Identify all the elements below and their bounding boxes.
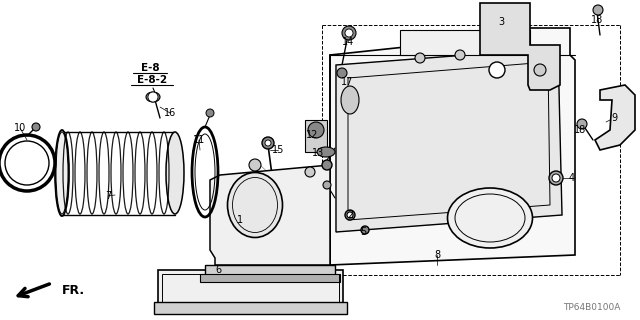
Text: 16: 16	[164, 108, 176, 118]
Circle shape	[345, 210, 355, 220]
Text: 18: 18	[591, 15, 603, 25]
Bar	[205, 265, 335, 275]
Polygon shape	[210, 165, 330, 265]
Circle shape	[489, 62, 505, 78]
Text: 8: 8	[434, 250, 440, 260]
Bar	[158, 270, 343, 312]
Circle shape	[337, 68, 347, 78]
Circle shape	[549, 171, 563, 185]
Text: 6: 6	[215, 265, 221, 275]
Circle shape	[361, 226, 369, 234]
Circle shape	[455, 50, 465, 60]
Text: 17: 17	[341, 77, 353, 87]
Circle shape	[305, 167, 315, 177]
Bar	[400, 30, 530, 55]
Text: 1: 1	[237, 215, 243, 225]
Circle shape	[415, 53, 425, 63]
Circle shape	[308, 122, 324, 138]
Ellipse shape	[447, 188, 532, 248]
Text: 13: 13	[312, 148, 324, 158]
Circle shape	[552, 174, 560, 182]
Text: 18: 18	[574, 125, 586, 135]
Text: E-8-2: E-8-2	[137, 75, 167, 85]
Circle shape	[577, 119, 587, 129]
Circle shape	[206, 109, 214, 117]
Circle shape	[345, 29, 353, 37]
Bar	[162, 274, 339, 304]
Text: 15: 15	[272, 145, 284, 155]
Polygon shape	[595, 85, 635, 150]
Circle shape	[262, 137, 274, 149]
Text: 5: 5	[360, 227, 366, 237]
Text: 12: 12	[306, 130, 318, 140]
Ellipse shape	[146, 92, 160, 102]
Text: 11: 11	[193, 135, 205, 145]
Circle shape	[249, 159, 261, 171]
Ellipse shape	[227, 172, 282, 237]
Circle shape	[265, 140, 271, 146]
Ellipse shape	[55, 130, 69, 216]
Polygon shape	[330, 28, 575, 265]
Text: E-8: E-8	[141, 63, 159, 73]
Bar	[305, 120, 327, 152]
Text: TP64B0100A: TP64B0100A	[563, 303, 620, 312]
Text: 4: 4	[569, 173, 575, 183]
Circle shape	[148, 92, 158, 102]
Bar	[154, 302, 347, 314]
Circle shape	[593, 5, 603, 15]
Polygon shape	[336, 48, 562, 232]
Bar	[200, 274, 340, 282]
Circle shape	[322, 160, 332, 170]
Circle shape	[534, 64, 546, 76]
Text: 7: 7	[105, 191, 111, 201]
Text: FR.: FR.	[62, 284, 85, 298]
Ellipse shape	[317, 147, 335, 157]
Circle shape	[347, 212, 353, 218]
Circle shape	[342, 26, 356, 40]
Polygon shape	[480, 3, 560, 90]
Ellipse shape	[166, 132, 184, 214]
Text: 2: 2	[347, 210, 353, 220]
Text: 9: 9	[611, 113, 617, 123]
Circle shape	[32, 123, 40, 131]
Text: 3: 3	[498, 17, 504, 27]
Text: 14: 14	[342, 37, 354, 47]
Text: 10: 10	[14, 123, 26, 133]
Circle shape	[323, 181, 331, 189]
Ellipse shape	[341, 86, 359, 114]
